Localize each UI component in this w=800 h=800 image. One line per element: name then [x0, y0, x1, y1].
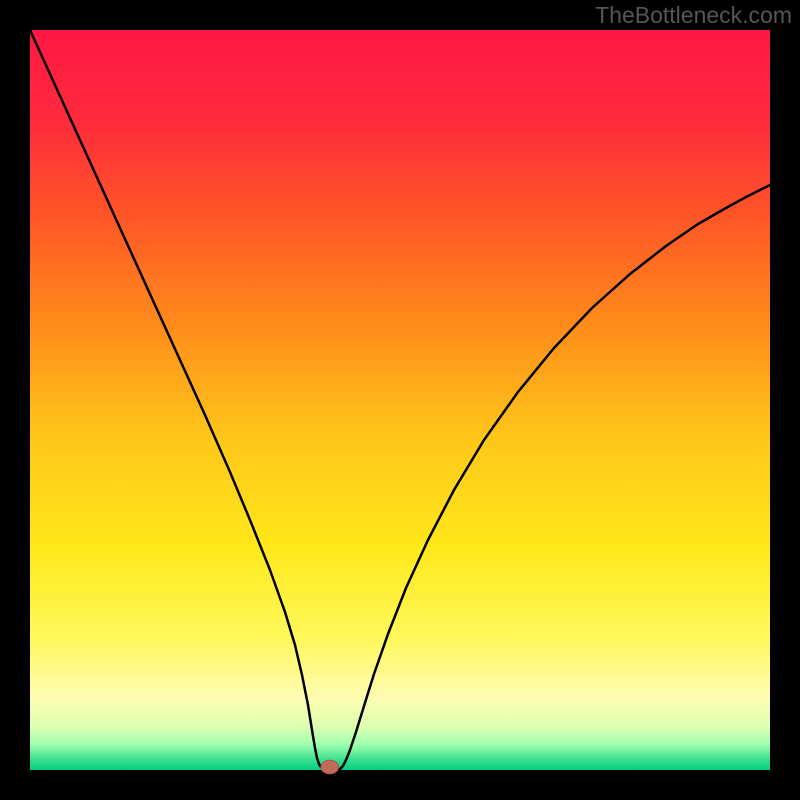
watermark-text: TheBottleneck.com	[595, 2, 792, 29]
bottleneck-chart	[0, 0, 800, 800]
optimal-point-marker	[321, 760, 339, 774]
chart-container: TheBottleneck.com	[0, 0, 800, 800]
chart-background-gradient	[30, 30, 770, 770]
